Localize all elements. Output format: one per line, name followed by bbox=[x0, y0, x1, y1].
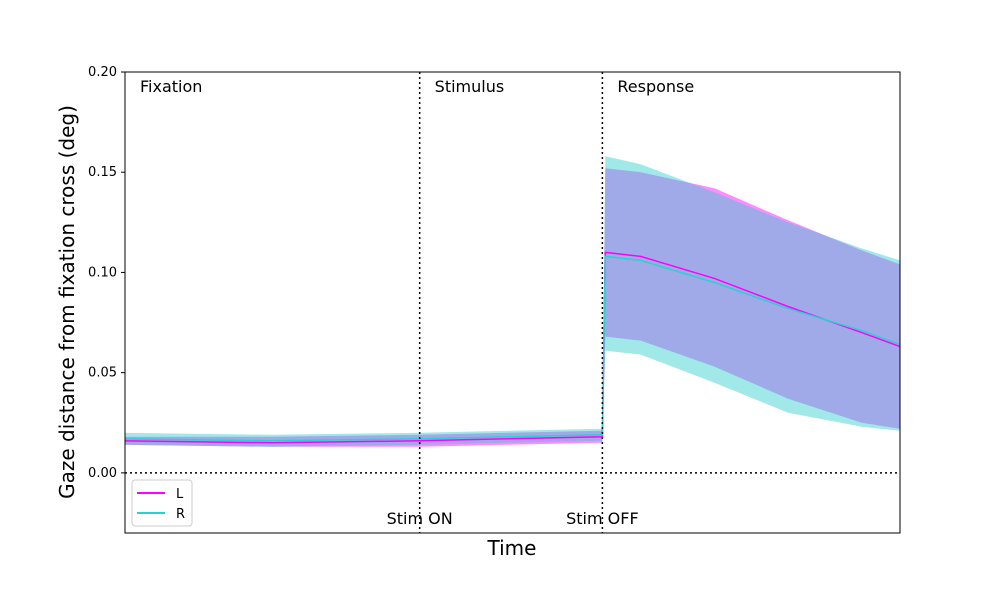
y-axis-ticks: 0.00 0.05 0.10 0.15 0.20 bbox=[88, 65, 125, 481]
plot-frame bbox=[124, 71, 901, 534]
series-line-R bbox=[124, 255, 901, 442]
event-label: Stim ON bbox=[387, 509, 453, 528]
y-tick-label: 0.20 bbox=[88, 65, 117, 80]
legend-box bbox=[131, 479, 193, 527]
legend-label-R: R bbox=[176, 507, 185, 522]
y-tick-label: 0.05 bbox=[88, 366, 117, 381]
band-L bbox=[125, 168, 900, 447]
event-label: Stim OFF bbox=[566, 509, 639, 528]
y-axis-label: Gaze distance from fixation cross (deg) bbox=[55, 105, 79, 499]
legend-label-L: L bbox=[176, 487, 184, 502]
phase-and-event-labels: Fixation Stimulus Response Stim ON Stim OFF bbox=[140, 77, 694, 528]
band-R bbox=[125, 156, 900, 447]
y-tick-label: 0.15 bbox=[88, 165, 117, 180]
phase-label: Response bbox=[617, 77, 694, 96]
phase-label: Stimulus bbox=[435, 77, 505, 96]
y-tick-label: 0.00 bbox=[88, 466, 117, 481]
confidence-bands bbox=[125, 156, 900, 447]
legend: LR bbox=[131, 479, 193, 527]
phase-label: Fixation bbox=[140, 77, 202, 96]
x-axis-label: Time bbox=[487, 536, 537, 560]
y-tick-label: 0.10 bbox=[88, 265, 117, 280]
reference-lines bbox=[125, 72, 900, 533]
series-lines bbox=[124, 251, 901, 444]
